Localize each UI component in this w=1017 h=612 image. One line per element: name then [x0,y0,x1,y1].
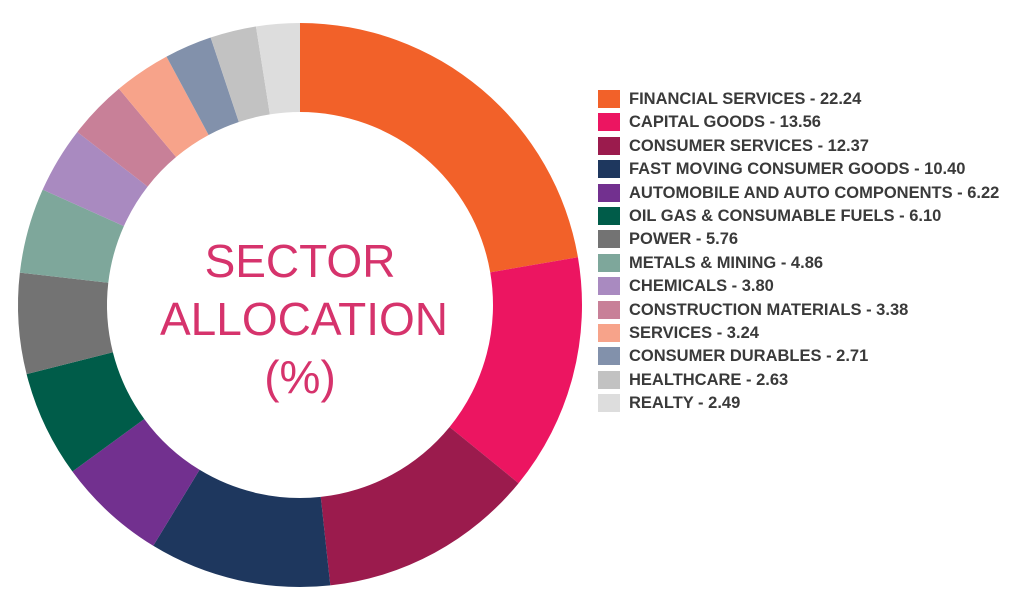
legend-item: CONSTRUCTION MATERIALS - 3.38 [598,299,1013,322]
donut-slice-6 [26,352,145,472]
legend-item: CONSUMER SERVICES - 12.37 [598,135,1013,158]
legend-swatch [598,113,620,132]
legend-swatch [598,183,620,202]
legend-swatch [598,160,620,179]
legend-item: CAPITAL GOODS - 13.56 [598,111,1013,134]
donut-slice-10 [77,88,177,187]
legend-label: HEALTHCARE - 2.63 [629,370,789,389]
chart-title-line-3: (%) [264,351,336,403]
donut-slice-8 [19,189,124,283]
legend-item: REALTY - 2.49 [598,392,1013,415]
chart-title-line-2: ALLOCATION [160,293,448,345]
legend-swatch [598,277,620,296]
donut-slice-13 [210,26,270,122]
legend-swatch [598,300,620,319]
legend-label: SERVICES - 3.24 [629,324,759,343]
legend-label: REALTY - 2.49 [629,394,741,413]
chart-title-line-1: SECTOR [204,235,396,287]
donut-slice-1 [300,23,578,273]
legend-item: METALS & MINING - 4.86 [598,252,1013,275]
chart-title: SECTOR ALLOCATION (%) [160,232,448,406]
legend-swatch [598,207,620,226]
legend-item: CONSUMER DURABLES - 2.71 [598,345,1013,368]
legend-item: POWER - 5.76 [598,228,1013,251]
legend-swatch [598,90,620,108]
donut-slice-4 [153,469,331,587]
legend-label: CHEMICALS - 3.80 [629,277,774,296]
legend-label: OIL GAS & CONSUMABLE FUELS - 6.10 [629,207,942,226]
legend-swatch [598,324,620,343]
donut-slice-3 [320,426,519,586]
legend-item: CHEMICALS - 3.80 [598,275,1013,298]
donut-slice-14 [255,23,300,115]
legend-swatch [598,370,620,389]
donut-slice-12 [166,37,239,135]
legend-swatch [598,230,620,249]
legend-item: HEALTHCARE - 2.63 [598,369,1013,392]
legend-label: AUTOMOBILE AND AUTO COMPONENTS - 6.22 [629,183,1000,202]
legend-swatch [598,253,620,272]
legend-label: POWER - 5.76 [629,230,739,249]
legend-label: CONSUMER SERVICES - 12.37 [629,136,869,155]
donut-slice-2 [449,257,582,484]
legend-label: CAPITAL GOODS - 13.56 [629,113,821,132]
legend-swatch [598,136,620,155]
chart-legend: FINANCIAL SERVICES - 22.24 CAPITAL GOODS … [598,88,1013,416]
legend-item: FAST MOVING CONSUMER GOODS - 10.40 [598,158,1013,181]
donut-slice-5 [72,418,200,546]
legend-item: OIL GAS & CONSUMABLE FUELS - 6.10 [598,205,1013,228]
legend-item: SERVICES - 3.24 [598,322,1013,345]
legend-label: CONSUMER DURABLES - 2.71 [629,347,869,366]
donut-slice-11 [118,56,209,158]
legend-label: FAST MOVING CONSUMER GOODS - 10.40 [629,160,966,179]
legend-swatch [598,347,620,366]
legend-label: CONSTRUCTION MATERIALS - 3.38 [629,300,909,319]
legend-label: FINANCIAL SERVICES - 22.24 [629,90,862,108]
legend-label: METALS & MINING - 4.86 [629,253,824,272]
sector-allocation-donut [18,23,582,587]
legend-item: AUTOMOBILE AND AUTO COMPONENTS - 6.22 [598,182,1013,205]
legend-swatch [598,394,620,413]
donut-slice-9 [42,131,148,227]
legend-item: FINANCIAL SERVICES - 22.24 [598,88,1013,111]
donut-slice-7 [18,272,113,375]
